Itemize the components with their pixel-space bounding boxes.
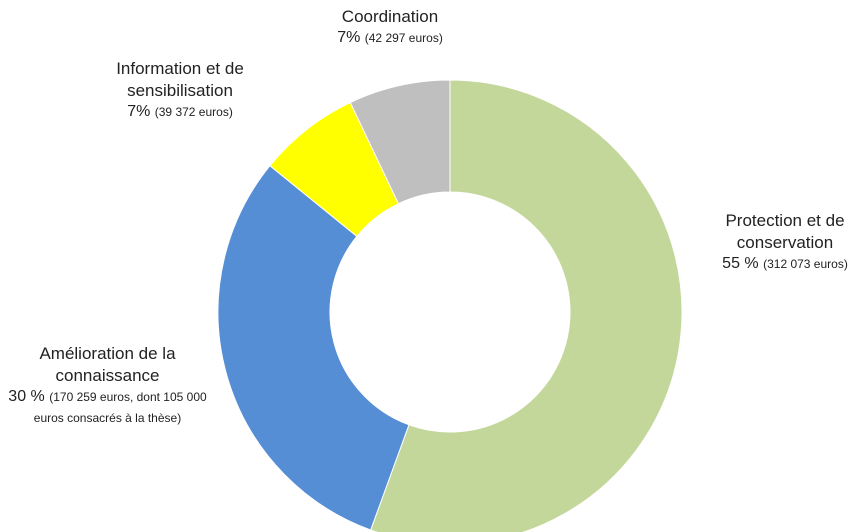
slice	[217, 165, 410, 531]
slice-label: Amélioration de la connaissance 30 % (170…	[5, 343, 210, 429]
percent-label: 30 %	[8, 388, 45, 406]
value-line: 55 % (312 073 euros)	[700, 254, 863, 275]
slice-label: Information et de sensibilisation 7% (39 …	[95, 58, 265, 123]
slice-label: Coordination 7% (42 297 euros)	[290, 6, 490, 49]
category-name: Protection et de conservation	[725, 211, 845, 253]
value-line: 30 % (170 259 euros, dont 105 000 euros …	[5, 387, 210, 429]
percent-label: 55 %	[722, 255, 759, 273]
category-name: Amélioration de la connaissance	[39, 344, 176, 386]
category-name: Coordination	[341, 7, 439, 26]
amount-detail: (312 073 euros)	[763, 257, 848, 272]
percent-label: 7%	[127, 103, 151, 121]
amount-detail: (39 372 euros)	[154, 105, 233, 120]
slice	[370, 79, 683, 532]
percent-label: 7%	[337, 29, 361, 47]
amount-detail: (170 259 euros, dont 105 000 euros consa…	[33, 390, 207, 425]
value-line: 7% (42 297 euros)	[290, 28, 490, 49]
slice-label: Protection et de conservation 55 % (312 0…	[700, 210, 863, 275]
value-line: 7% (39 372 euros)	[95, 102, 265, 123]
amount-detail: (42 297 euros)	[364, 31, 443, 46]
slice	[349, 79, 451, 205]
category-name: Information et de sensibilisation	[116, 59, 244, 101]
